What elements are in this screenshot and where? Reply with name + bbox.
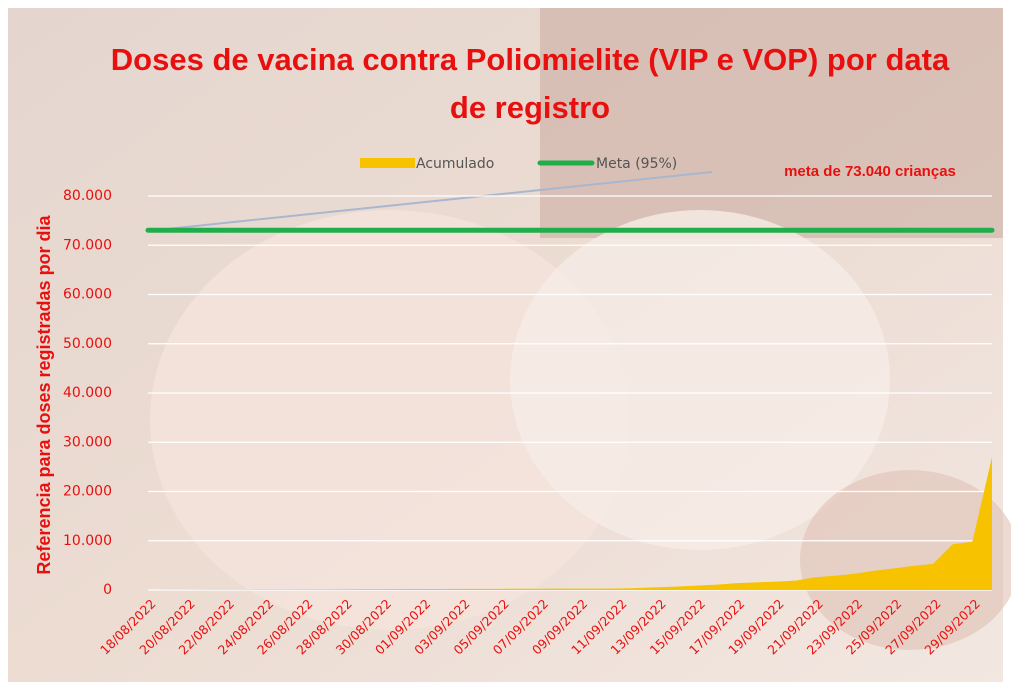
y-tick-label: 10.000 (63, 533, 112, 549)
y-tick-label: 50.000 (63, 336, 112, 352)
y-tick-label: 30.000 (63, 434, 112, 450)
annotation: meta de 73.040 crianças (784, 163, 956, 180)
y-tick-label: 70.000 (63, 237, 112, 253)
chart-title: Doses de vacina contra Poliomielite (VIP… (110, 36, 950, 132)
y-tick-label: 80.000 (63, 188, 112, 204)
chart-page: meta de 73.040 crianças Referencia para … (0, 0, 1011, 690)
y-tick-label: 40.000 (63, 385, 112, 401)
y-tick-label: 20.000 (63, 484, 112, 500)
y-tick-label: 60.000 (63, 287, 112, 303)
legend-label: Acumulado (416, 156, 494, 172)
y-tick-label: 0 (103, 582, 112, 598)
y-axis-label: Referencia para doses registradas por di… (34, 214, 54, 574)
legend-swatch (360, 158, 415, 168)
legend-label: Meta (95%) (596, 156, 677, 172)
